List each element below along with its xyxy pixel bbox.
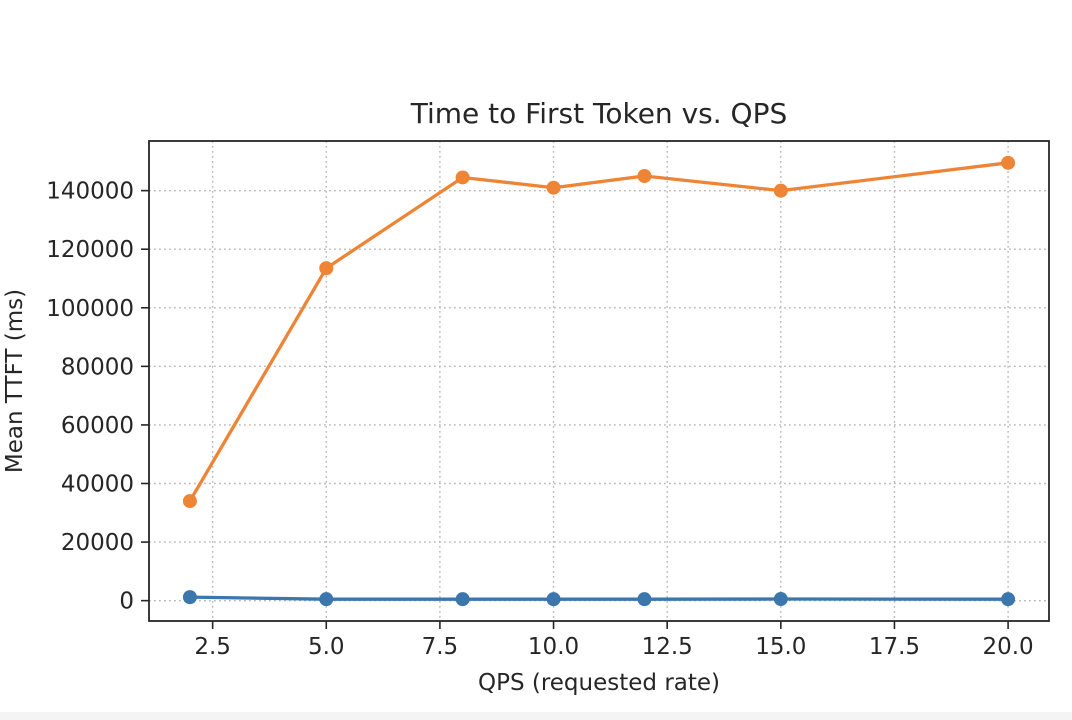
blue-low-ttft-series-marker: [637, 592, 652, 607]
blue-low-ttft-series-marker: [546, 592, 561, 607]
x-tick-label: 2.5: [194, 634, 231, 660]
blue-low-ttft-series-marker: [455, 592, 470, 607]
x-tick-label: 7.5: [422, 634, 459, 660]
blue-low-ttft-series-marker: [773, 592, 788, 607]
y-tick-label: 100000: [46, 296, 134, 322]
plot-border: [148, 140, 1050, 622]
orange-high-ttft-series-marker: [546, 180, 561, 195]
y-tick-label: 120000: [46, 237, 134, 263]
y-tick-label: 140000: [46, 179, 134, 205]
tick-label-layer: 2.5 5.0 7.5 10.0 12.5 15.0 17.5 20.0 0 20000 40000…: [46, 179, 1034, 660]
orange-high-ttft-series-line: [188, 161, 1010, 503]
x-axis-label: QPS (requested rate): [478, 670, 720, 696]
x-tick-label: 15.0: [755, 634, 806, 660]
blue-low-ttft-series-marker: [319, 592, 334, 607]
orange-high-ttft-series-marker: [455, 170, 470, 185]
x-tick-label: 17.5: [869, 634, 920, 660]
x-tick-label: 12.5: [642, 634, 693, 660]
blue-low-ttft-series-marker: [182, 590, 197, 605]
x-tick-label: 5.0: [308, 634, 345, 660]
blue-low-ttft-series-line: [188, 595, 1010, 601]
y-tick-label: 80000: [61, 354, 134, 380]
chart-title: Time to First Token vs. QPS: [410, 97, 787, 130]
x-tick-label: 10.0: [528, 634, 579, 660]
orange-high-ttft-series-marker: [1001, 155, 1016, 170]
series-layer: [182, 155, 1016, 607]
bottom-edge-strip: [0, 712, 1072, 720]
y-tick-label: 0: [119, 589, 134, 615]
y-tick-label: 40000: [61, 472, 134, 498]
orange-high-ttft-series-marker: [182, 494, 197, 509]
y-tick-label: 60000: [61, 413, 134, 439]
orange-high-ttft-series-marker: [773, 183, 788, 198]
y-axis-label: Mean TTFT (ms): [2, 289, 28, 473]
blue-low-ttft-series-marker: [1001, 592, 1016, 607]
y-tick-label: 20000: [61, 530, 134, 556]
axes-layer: [141, 140, 1050, 629]
orange-high-ttft-series-marker: [319, 261, 334, 276]
x-tick-label: 20.0: [982, 634, 1033, 660]
orange-high-ttft-series-marker: [637, 168, 652, 183]
grid-layer: [149, 141, 1049, 621]
